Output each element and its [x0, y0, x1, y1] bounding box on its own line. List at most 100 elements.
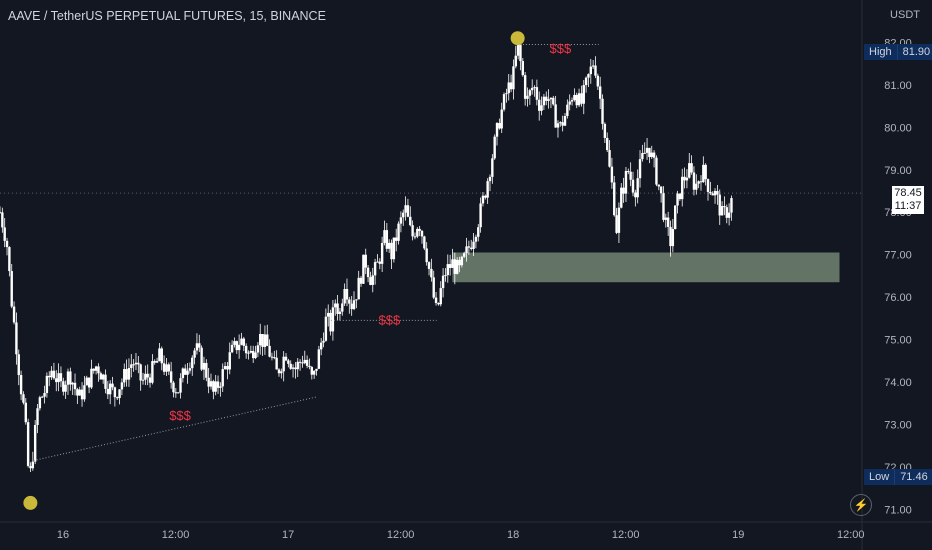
candle-body: [219, 386, 222, 388]
candle-body: [247, 352, 250, 354]
candle-body: [94, 366, 98, 371]
candle-body: [568, 101, 571, 105]
candle-body: [111, 383, 114, 388]
candle-body: [240, 338, 243, 345]
candle-body: [488, 176, 492, 182]
candle-body: [512, 66, 515, 90]
candle-body: [289, 363, 292, 369]
candle-body: [59, 373, 63, 382]
x-tick-label: 12:00: [387, 529, 415, 541]
candle-body: [200, 347, 203, 370]
candle-body: [453, 259, 457, 274]
swing-high-marker[interactable]: [510, 31, 525, 46]
candle-body: [80, 389, 84, 400]
candle-body: [366, 267, 370, 278]
candle-body: [652, 152, 656, 158]
candle-body: [43, 392, 46, 397]
candle-body: [0, 212, 2, 214]
candle-body: [673, 205, 677, 230]
candle-body: [334, 303, 337, 308]
candle-body: [207, 377, 210, 387]
candle-body: [17, 354, 20, 376]
candle-body: [385, 230, 389, 249]
candle-body: [418, 228, 421, 231]
candle-body: [638, 159, 642, 179]
candle-body: [87, 377, 91, 388]
candle-body: [97, 366, 100, 374]
candle-body: [324, 316, 328, 341]
candle-body: [15, 322, 18, 355]
candle-body: [357, 277, 360, 300]
candle-body: [198, 343, 201, 348]
candle-body: [298, 361, 302, 363]
candle-body: [329, 312, 332, 332]
candle-body: [566, 104, 569, 116]
candle-body: [641, 153, 644, 160]
candle-body: [113, 387, 117, 398]
demand-zone[interactable]: [452, 252, 840, 283]
candle-body: [90, 368, 93, 388]
liquidity-line-lower: [33, 396, 318, 461]
y-tick-label: 76.00: [884, 292, 912, 304]
x-tick-label: 12:00: [837, 529, 865, 541]
candle-body: [216, 381, 220, 388]
candle-body: [437, 303, 440, 305]
candle-body: [561, 122, 564, 126]
candle-body: [556, 123, 560, 128]
candle-body: [664, 217, 668, 220]
candle-body: [137, 362, 140, 365]
y-tick-label: 80.00: [884, 122, 912, 134]
candle-body: [345, 288, 349, 300]
candle-body: [50, 370, 53, 378]
candle-body: [648, 147, 651, 158]
candle-body: [64, 384, 67, 392]
candle-body: [19, 375, 23, 395]
candle-body: [226, 366, 229, 370]
candle-body: [629, 171, 632, 180]
candle-body: [683, 176, 686, 181]
candle-body: [617, 207, 621, 233]
candle-body: [144, 373, 147, 380]
candle-body: [294, 367, 297, 370]
candle-body: [221, 369, 224, 387]
candle-body: [55, 378, 58, 383]
candle-body: [371, 275, 374, 285]
candle-body: [165, 364, 168, 372]
candle-body: [458, 259, 461, 266]
candle-body: [495, 123, 499, 137]
candle-body: [308, 365, 311, 368]
candle-body: [465, 246, 468, 254]
candle-body: [425, 248, 428, 263]
candle-body: [179, 378, 182, 393]
candle-body: [139, 364, 142, 381]
candle-body: [57, 373, 60, 383]
candle-body: [125, 369, 128, 380]
liquidity-label-lower: $$$: [169, 408, 191, 423]
candle-body: [685, 177, 689, 181]
candle-body: [282, 356, 285, 372]
candle-body: [570, 100, 574, 102]
symbol-title[interactable]: AAVE / TetherUS PERPETUAL FUTURES, 15, B…: [8, 9, 326, 23]
candle-body: [594, 65, 597, 76]
candle-body: [127, 368, 131, 380]
candle-body: [498, 123, 501, 129]
candle-body: [730, 198, 733, 213]
candle-body: [191, 357, 194, 369]
candle-body: [301, 362, 304, 364]
candle-body: [48, 375, 51, 378]
candle-body: [284, 356, 288, 361]
candle-body: [155, 361, 159, 363]
candle-body: [392, 237, 396, 260]
candle-body: [83, 385, 86, 400]
candle-body: [580, 93, 583, 104]
candle-body: [613, 182, 616, 216]
swing-low-marker[interactable]: [23, 495, 38, 510]
candle-body: [467, 246, 471, 248]
lightning-icon[interactable]: ⚡: [850, 494, 872, 516]
candle-body: [716, 190, 719, 195]
candle-body: [432, 277, 435, 298]
candle-body: [237, 344, 241, 351]
candle-body: [547, 99, 550, 101]
candle-body: [523, 75, 527, 99]
